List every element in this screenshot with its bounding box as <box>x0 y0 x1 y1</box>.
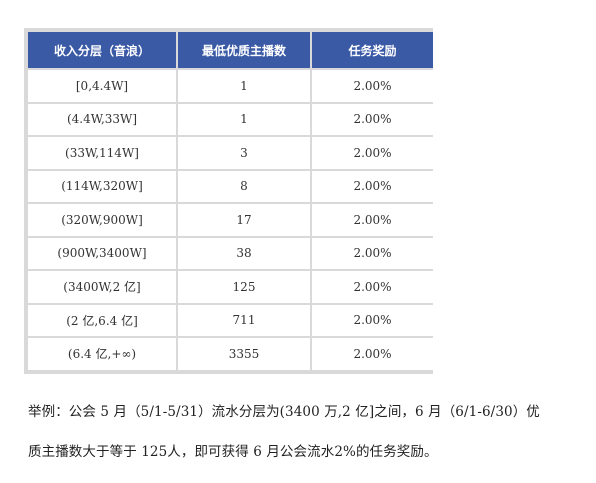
reward-cell: 2.00% <box>312 204 433 236</box>
min-streamers-cell: 17 <box>178 204 310 236</box>
reward-cell: 2.00% <box>312 137 433 169</box>
table-row: (2 亿,6.4 亿] 711 2.00% <box>28 304 433 336</box>
reward-cell: 2.00% <box>312 70 433 102</box>
min-streamers-cell: 125 <box>178 271 310 303</box>
reward-cell: 2.00% <box>312 237 433 269</box>
min-streamers-cell: 711 <box>178 304 310 336</box>
table-row: (3400W,2 亿] 125 2.00% <box>28 271 433 303</box>
reward-tier-table: 收入分层（音浪） 最低优质主播数 任务奖励 [0,4.4W] 1 2.00% (… <box>26 30 435 372</box>
table-row: [0,4.4W] 1 2.00% <box>28 70 433 102</box>
min-streamers-cell: 1 <box>178 70 310 102</box>
header-task-reward: 任务奖励 <box>312 32 433 68</box>
min-streamers-cell: 38 <box>178 237 310 269</box>
reward-cell: 2.00% <box>312 304 433 336</box>
income-tier-cell: [0,4.4W] <box>28 70 176 102</box>
reward-tier-table-container: 收入分层（音浪） 最低优质主播数 任务奖励 [0,4.4W] 1 2.00% (… <box>24 28 433 374</box>
header-income-tier: 收入分层（音浪） <box>28 32 176 68</box>
min-streamers-cell: 8 <box>178 170 310 202</box>
reward-cell: 2.00% <box>312 338 433 370</box>
table-row: (114W,320W] 8 2.00% <box>28 170 433 202</box>
min-streamers-cell: 3355 <box>178 338 310 370</box>
min-streamers-cell: 3 <box>178 137 310 169</box>
reward-cell: 2.00% <box>312 170 433 202</box>
income-tier-cell: (6.4 亿,+∞) <box>28 338 176 370</box>
income-tier-cell: (320W,900W] <box>28 204 176 236</box>
table-header-row: 收入分层（音浪） 最低优质主播数 任务奖励 <box>28 32 433 68</box>
income-tier-cell: (900W,3400W] <box>28 237 176 269</box>
table-row: (6.4 亿,+∞) 3355 2.00% <box>28 338 433 370</box>
reward-cell: 2.00% <box>312 103 433 135</box>
table-row: (33W,114W] 3 2.00% <box>28 137 433 169</box>
table-row: (900W,3400W] 38 2.00% <box>28 237 433 269</box>
example-note-line-1: 举例：公会 5 月（5/1-5/31）流水分层为(3400 万,2 亿]之间，6… <box>28 404 540 420</box>
income-tier-cell: (114W,320W] <box>28 170 176 202</box>
example-note-line-2: 质主播数大于等于 125人，即可获得 6 月公会流水2%的任务奖励。 <box>28 444 438 460</box>
income-tier-cell: (2 亿,6.4 亿] <box>28 304 176 336</box>
header-min-quality-streamers: 最低优质主播数 <box>178 32 310 68</box>
income-tier-cell: (3400W,2 亿] <box>28 271 176 303</box>
table-row: (320W,900W] 17 2.00% <box>28 204 433 236</box>
table-row: (4.4W,33W] 1 2.00% <box>28 103 433 135</box>
reward-cell: 2.00% <box>312 271 433 303</box>
income-tier-cell: (33W,114W] <box>28 137 176 169</box>
min-streamers-cell: 1 <box>178 103 310 135</box>
income-tier-cell: (4.4W,33W] <box>28 103 176 135</box>
